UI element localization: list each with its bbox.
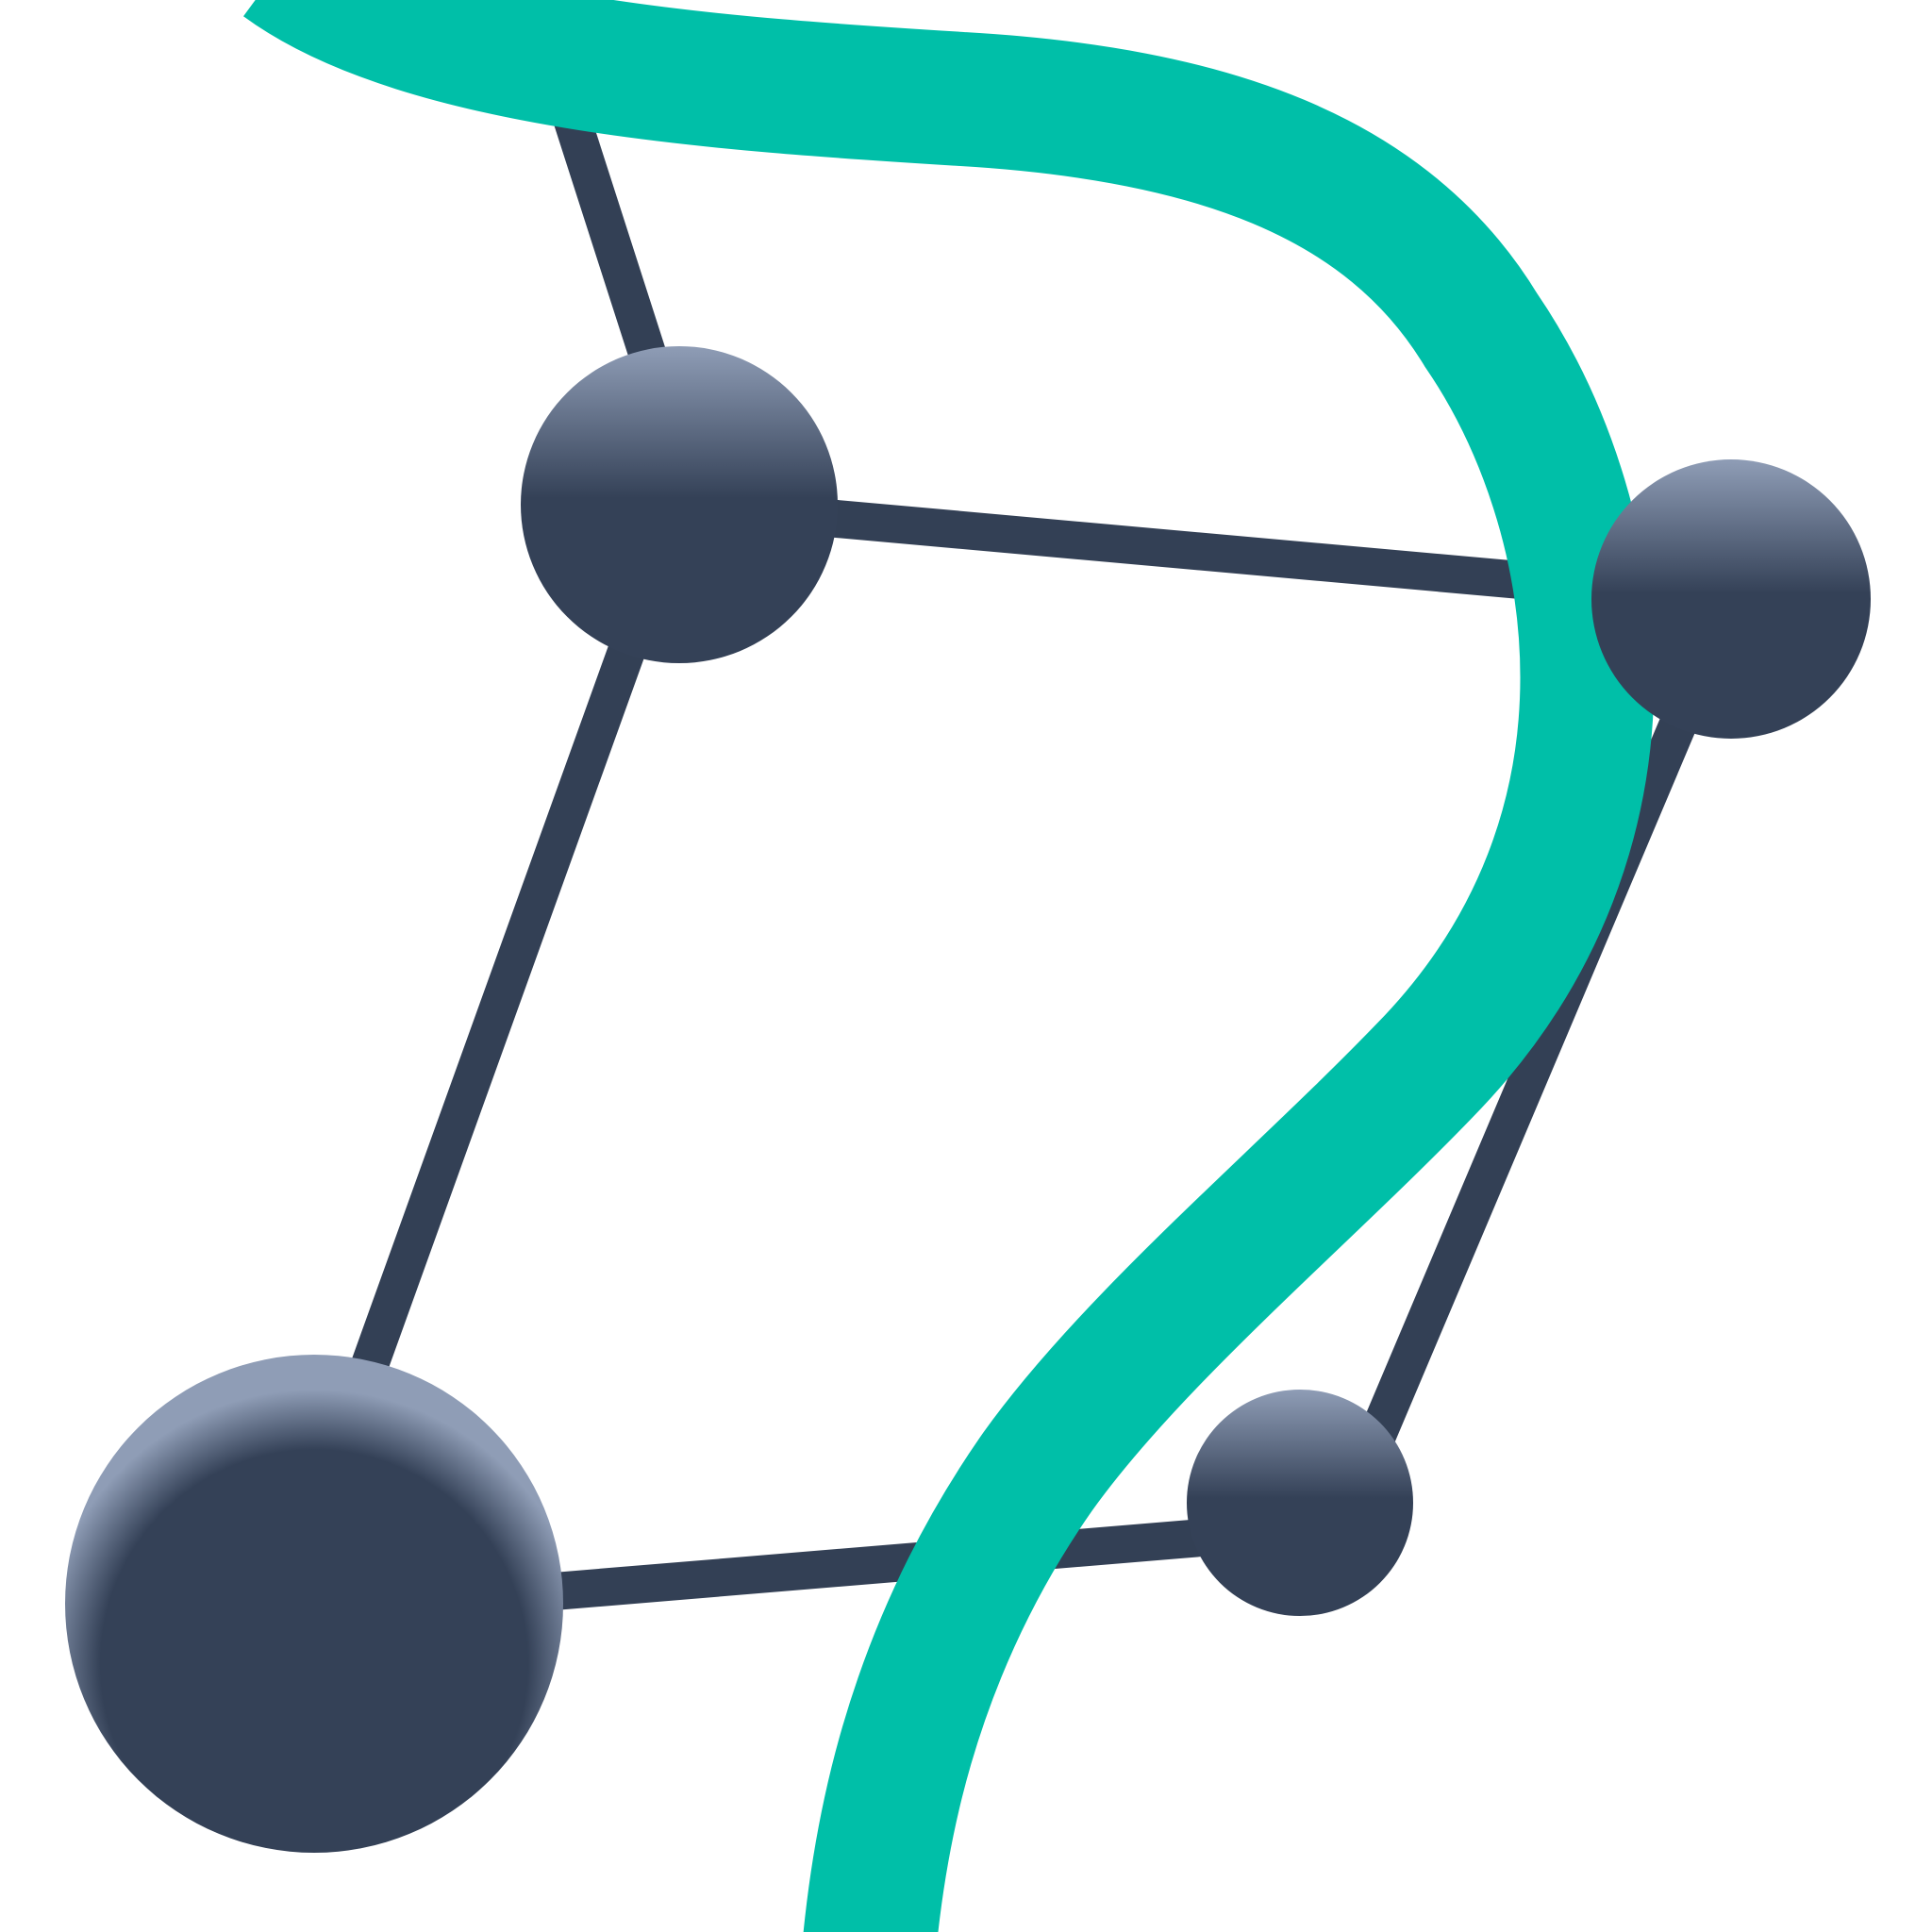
node-4 xyxy=(1187,1390,1413,1616)
node-3 xyxy=(65,1355,563,1853)
question-mark-curve xyxy=(243,0,1655,1932)
node-1 xyxy=(521,346,838,663)
edge-node-2-to-node-4 xyxy=(1350,591,1749,1465)
node-2 xyxy=(1591,459,1871,739)
network-nodes xyxy=(65,346,1871,1853)
